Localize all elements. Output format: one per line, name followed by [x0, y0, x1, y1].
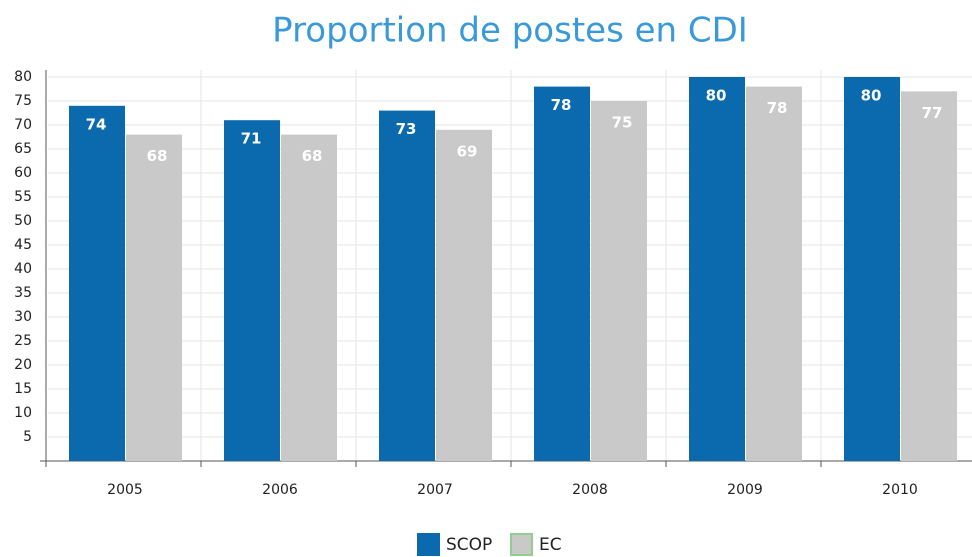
bar: [126, 134, 182, 461]
y-tick-label: 75: [14, 93, 32, 109]
y-tick-label: 55: [14, 189, 32, 205]
bar: [844, 77, 900, 461]
bar: [901, 91, 957, 462]
bar: [534, 86, 590, 461]
bar: [591, 101, 647, 461]
x-tick-label: 2010: [882, 482, 918, 498]
value-label: 73: [396, 120, 417, 138]
value-label: 80: [706, 87, 727, 105]
y-tick-label: 5: [23, 429, 32, 445]
legend-swatch: [417, 533, 440, 556]
legend-label: SCOP: [446, 535, 492, 555]
y-tick-label: 10: [14, 405, 32, 421]
value-label: 74: [86, 115, 107, 133]
bar: [689, 77, 745, 461]
y-tick-label: 40: [14, 261, 32, 277]
value-label: 80: [861, 87, 882, 105]
value-label: 71: [241, 130, 262, 148]
y-tick-label: 60: [14, 165, 32, 181]
chart-title: Proportion de postes en CDI: [272, 11, 748, 51]
value-label: 68: [147, 147, 168, 165]
bar: [379, 110, 435, 461]
y-tick-label: 45: [14, 237, 32, 253]
legend: SCOP EC: [417, 533, 562, 556]
y-tick-label: 50: [14, 213, 32, 229]
legend-swatch: [510, 533, 533, 556]
y-tick-label: 80: [14, 69, 32, 85]
x-tick-label: 2005: [107, 482, 143, 498]
x-tick-label: 2007: [417, 482, 453, 498]
value-label: 68: [302, 147, 323, 165]
bar: [746, 86, 802, 461]
value-label: 78: [767, 99, 788, 117]
y-tick-label: 30: [14, 309, 32, 325]
x-tick-label: 2008: [572, 482, 608, 498]
bar: [224, 120, 280, 461]
value-label: 77: [922, 104, 943, 122]
y-tick-label: 35: [14, 285, 32, 301]
bar: [436, 129, 492, 462]
value-label: 78: [551, 96, 572, 114]
x-tick-label: 2009: [727, 482, 763, 498]
bar: [281, 134, 337, 461]
value-label: 75: [612, 114, 633, 132]
y-tick-label: 15: [14, 381, 32, 397]
value-label: 69: [457, 142, 478, 160]
y-tick-label: 65: [14, 141, 32, 157]
y-tick-label: 20: [14, 357, 32, 373]
bar: [69, 105, 125, 462]
y-tick-label: 25: [14, 333, 32, 349]
y-tick-label: 70: [14, 117, 32, 133]
x-tick-label: 2006: [262, 482, 298, 498]
legend-label: EC: [539, 535, 562, 555]
